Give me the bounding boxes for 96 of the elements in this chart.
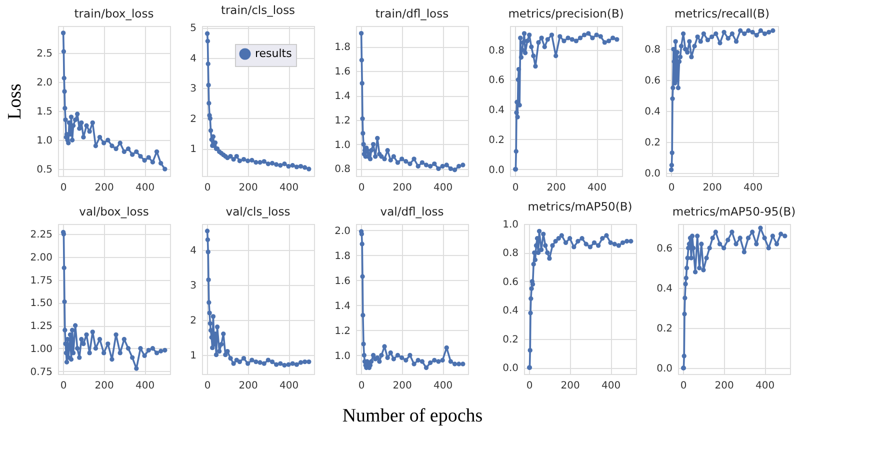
y-tick-label: 2.0 bbox=[36, 78, 52, 89]
y-tick-label: 0.8 bbox=[488, 45, 504, 56]
x-tick-label: 0 bbox=[60, 182, 67, 194]
chart-title: val/dfl_loss bbox=[380, 204, 444, 218]
y-tick-label: 0.2 bbox=[644, 137, 660, 148]
y-tick-label: 0.0 bbox=[502, 363, 518, 374]
x-tick-label: 0 bbox=[204, 182, 211, 194]
y-tick-label: 1.2 bbox=[334, 326, 350, 337]
y-tick-label: 0.8 bbox=[644, 44, 660, 56]
y-tick-label: 0.8 bbox=[334, 164, 350, 176]
y-axis-title: Loss bbox=[4, 84, 26, 120]
y-tick-label: 1.0 bbox=[36, 136, 52, 147]
x-tick-label: 0 bbox=[60, 380, 67, 392]
x-axis-title: Number of epochs bbox=[342, 406, 483, 426]
y-tick-label: 1 bbox=[190, 144, 196, 156]
y-tick-label: 1.5 bbox=[36, 106, 52, 118]
y-tick-label: 0.75 bbox=[30, 366, 52, 378]
x-tick-label: 0 bbox=[358, 182, 365, 194]
x-tick-label: 200 bbox=[714, 380, 734, 392]
y-tick-label: 1.8 bbox=[334, 42, 350, 54]
x-tick-label: 0 bbox=[526, 380, 533, 392]
chart-title: metrics/recall(B) bbox=[674, 6, 770, 20]
y-tick-label: 2 bbox=[190, 315, 196, 326]
y-tick-label: 1.75 bbox=[30, 275, 52, 286]
y-tick-label: 0.4 bbox=[502, 306, 518, 317]
y-tick-label: 1.8 bbox=[334, 250, 350, 262]
y-tick-label: 0.0 bbox=[644, 168, 660, 180]
y-tick-label: 1.4 bbox=[334, 91, 350, 102]
y-tick-label: 1.6 bbox=[334, 276, 350, 287]
chart-title: val/box_loss bbox=[79, 204, 149, 218]
y-tick-label: 2.25 bbox=[30, 230, 52, 241]
x-tick-label: 0 bbox=[512, 182, 519, 194]
x-tick-label: 200 bbox=[702, 182, 722, 194]
y-tick-label: 1.0 bbox=[334, 350, 350, 362]
y-tick-label: 2.5 bbox=[36, 48, 52, 60]
chart-title: train/dfl_loss bbox=[375, 6, 449, 20]
y-tick-label: 4 bbox=[190, 53, 196, 64]
x-tick-label: 200 bbox=[94, 182, 114, 194]
y-tick-label: 2.0 bbox=[334, 226, 350, 237]
x-tick-label: 200 bbox=[238, 182, 258, 194]
x-tick-label: 200 bbox=[392, 182, 412, 194]
y-tick-label: 1.25 bbox=[30, 321, 52, 332]
x-tick-label: 0 bbox=[358, 380, 365, 392]
y-tick-label: 2 bbox=[190, 114, 196, 125]
x-tick-label: 400 bbox=[280, 182, 299, 194]
y-tick-label: 1.00 bbox=[30, 344, 52, 355]
y-tick-label: 0.2 bbox=[502, 334, 518, 346]
x-tick-label: 200 bbox=[238, 380, 258, 392]
chart-title: metrics/precision(B) bbox=[508, 6, 624, 20]
y-tick-label: 3 bbox=[190, 280, 196, 292]
y-tick-label: 0.0 bbox=[656, 364, 672, 374]
y-tick-label: 1 bbox=[190, 350, 196, 362]
y-tick-label: 1.0 bbox=[334, 140, 350, 151]
x-tick-label: 400 bbox=[434, 380, 453, 392]
y-tick-label: 1.0 bbox=[502, 220, 518, 230]
y-tick-label: 0.0 bbox=[488, 164, 504, 176]
x-tick-label: 0 bbox=[668, 182, 675, 194]
y-tick-label: 1.4 bbox=[334, 300, 350, 312]
y-tick-label: 3 bbox=[190, 84, 196, 95]
chart-title: train/box_loss bbox=[74, 6, 154, 20]
y-tick-label: 0.6 bbox=[488, 75, 504, 86]
chart-title: metrics/mAP50-95(B) bbox=[672, 204, 796, 218]
y-tick-label: 0.2 bbox=[656, 324, 672, 334]
x-tick-label: 400 bbox=[136, 380, 155, 392]
y-tick-label: 0.4 bbox=[656, 284, 672, 294]
y-tick-label: 4 bbox=[190, 246, 196, 257]
x-tick-label: 400 bbox=[744, 182, 763, 194]
y-tick-label: 0.8 bbox=[502, 248, 518, 260]
x-tick-label: 200 bbox=[94, 380, 114, 392]
x-tick-label: 400 bbox=[602, 380, 621, 392]
x-tick-label: 200 bbox=[546, 182, 566, 194]
y-tick-label: 0.2 bbox=[488, 134, 504, 146]
y-tick-label: 0.6 bbox=[644, 76, 660, 87]
y-tick-label: 1.2 bbox=[334, 115, 350, 126]
y-tick-label: 1.6 bbox=[334, 66, 350, 78]
y-tick-label: 1.50 bbox=[30, 298, 52, 310]
y-tick-label: 0.4 bbox=[644, 106, 660, 118]
x-tick-label: 400 bbox=[756, 380, 775, 392]
y-tick-label: 0.5 bbox=[36, 164, 52, 176]
x-tick-label: 200 bbox=[560, 380, 580, 392]
y-tick-label: 5 bbox=[190, 23, 196, 34]
x-tick-label: 0 bbox=[204, 380, 211, 392]
chart-title: train/cls_loss bbox=[220, 3, 296, 18]
x-tick-label: 200 bbox=[392, 380, 412, 392]
x-tick-label: 0 bbox=[680, 380, 687, 392]
legend-label: results bbox=[255, 47, 292, 60]
y-tick-label: 0.6 bbox=[502, 276, 518, 288]
y-tick-label: 0.6 bbox=[656, 244, 672, 254]
x-tick-label: 400 bbox=[280, 380, 299, 392]
x-tick-label: 400 bbox=[588, 182, 607, 194]
y-tick-label: 2.00 bbox=[30, 252, 52, 264]
x-tick-label: 400 bbox=[136, 182, 155, 194]
chart-title: metrics/mAP50(B) bbox=[528, 200, 632, 214]
y-tick-label: 0.4 bbox=[488, 105, 504, 116]
chart-title: val/cls_loss bbox=[226, 204, 290, 218]
x-tick-label: 400 bbox=[434, 182, 453, 194]
